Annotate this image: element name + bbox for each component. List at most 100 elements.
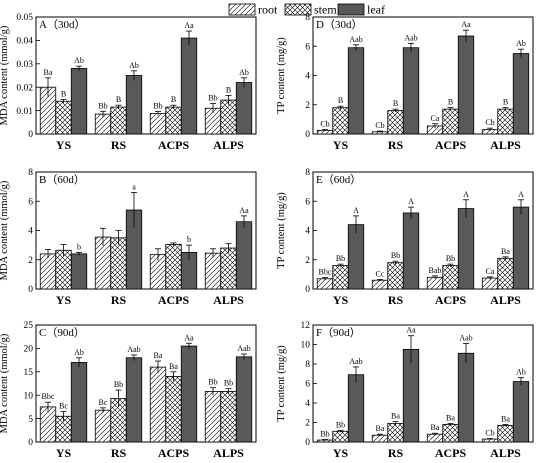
- x-category-label: YS: [56, 138, 72, 152]
- bar-stem: [442, 108, 459, 135]
- significance-label: Aa: [184, 333, 194, 342]
- y-axis-title: TP content (mg/g): [276, 192, 287, 269]
- bar-stem: [110, 237, 127, 290]
- bar-root: [371, 279, 389, 290]
- significance-label: Cb: [375, 121, 384, 130]
- x-category-label: YS: [333, 138, 349, 152]
- x-category-label: ALPS: [213, 446, 244, 460]
- y-tick-label: 10: [301, 341, 311, 351]
- bar-leaf: [70, 253, 88, 290]
- x-category-label: RS: [388, 293, 404, 307]
- y-tick-label: 12: [301, 321, 311, 331]
- significance-label: Ca: [431, 114, 440, 123]
- significance-label: Aab: [127, 345, 140, 354]
- bar-leaf: [235, 356, 253, 443]
- y-tick-label: 0: [305, 438, 310, 448]
- bar-leaf: [235, 82, 253, 135]
- bar-leaf: [125, 75, 143, 135]
- panel-c: 0 5 10 15 20 25 MDA content (mmol/g) C（90d） YS Bb…: [0, 321, 257, 460]
- significance-label: Aab: [349, 35, 362, 44]
- significance-label: Aa: [239, 206, 249, 215]
- significance-label: Bc: [99, 398, 108, 407]
- significance-label: Ab: [129, 61, 139, 70]
- bar-stem: [165, 376, 182, 443]
- bar-leaf: [347, 224, 365, 290]
- legend: root stem leaf: [228, 3, 385, 17]
- x-category-label: ALPS: [213, 293, 244, 307]
- bar-stem: [220, 391, 237, 443]
- bar-stem: [387, 423, 404, 443]
- y-tick-label: 0: [28, 438, 33, 448]
- significance-label: Bbc: [42, 392, 55, 401]
- y-tick-label: 2: [305, 419, 310, 429]
- y-tick-label: 0.05: [16, 13, 33, 23]
- bar-leaf: [180, 345, 198, 443]
- significance-label: Cc: [376, 269, 385, 278]
- significance-label: Bb: [224, 379, 233, 388]
- y-tick-label: 25: [24, 321, 34, 331]
- x-category-label: ALPS: [213, 138, 244, 152]
- y-tick-label: 6: [305, 197, 310, 207]
- significance-label: Bbc: [319, 268, 332, 277]
- y-tick-label: 2: [305, 101, 310, 111]
- significance-label: B: [226, 85, 231, 94]
- x-category-label: ACPS: [158, 293, 190, 307]
- y-tick-label: 4: [305, 399, 310, 409]
- bar-root: [426, 433, 444, 443]
- y-tick-label: 8: [305, 360, 310, 370]
- y-tick-label: 5: [28, 415, 33, 425]
- bar-root: [481, 277, 499, 290]
- significance-label: Bab: [429, 266, 442, 275]
- x-category-label: RS: [111, 446, 127, 460]
- bar-leaf: [180, 37, 198, 135]
- y-tick-label: 2: [305, 256, 310, 266]
- y-tick-label: 15: [24, 368, 34, 378]
- significance-label: B: [116, 95, 121, 104]
- panel-b: 0 2 4 6 8 MDA content (mmol/g) B（60d） YS b RS a ACP…: [0, 168, 257, 307]
- panel-title: B（60d）: [39, 173, 85, 186]
- bar-root: [149, 366, 167, 443]
- y-tick-label: 6: [28, 197, 33, 207]
- significance-label: Bb: [208, 94, 217, 103]
- y-tick-label: 6: [305, 380, 310, 390]
- significance-label: Aa: [461, 20, 471, 29]
- significance-label: b: [77, 242, 81, 251]
- bar-leaf: [235, 221, 253, 290]
- bar-leaf: [402, 212, 420, 290]
- x-category-label: ACPS: [158, 138, 190, 152]
- bar-stem: [442, 265, 459, 290]
- x-category-label: ACPS: [435, 293, 467, 307]
- y-tick-label: 6: [305, 42, 310, 52]
- significance-label: Bb: [391, 251, 400, 260]
- significance-label: Bb: [208, 378, 217, 387]
- bar-stem: [332, 430, 349, 443]
- significance-label: B: [171, 95, 176, 104]
- bar-leaf: [347, 374, 365, 443]
- y-tick-label: 2: [28, 256, 33, 266]
- panel-e: 0 2 4 6 8 TP content (mg/g) E（60d） YS Bbc Bb A RS Cc…: [276, 168, 534, 307]
- bar-leaf: [70, 362, 88, 443]
- significance-label: B: [448, 98, 453, 107]
- bar-root: [94, 113, 112, 135]
- bar-stem: [332, 265, 349, 290]
- significance-label: B: [61, 89, 66, 98]
- y-tick-label: 10: [24, 391, 34, 401]
- bar-stem: [442, 424, 459, 443]
- legend-swatch-leaf: [337, 3, 365, 16]
- significance-label: A: [518, 190, 524, 199]
- y-tick-label: 0: [28, 130, 33, 140]
- significance-label: Aab: [404, 33, 417, 42]
- bar-root: [204, 252, 222, 290]
- significance-label: B: [393, 99, 398, 108]
- y-axis-title: MDA content (mmol/g): [0, 180, 10, 280]
- y-axis-title: MDA content (mmol/g): [0, 25, 10, 125]
- significance-label: Cb: [485, 429, 494, 438]
- y-tick-label: 0.04: [16, 37, 33, 47]
- significance-label: A: [353, 206, 359, 215]
- significance-label: Cb: [485, 118, 494, 127]
- bar-leaf: [347, 47, 365, 135]
- chart-panels: 0 0.01 0.02 0.03 0.04 0.05 MDA content (mmol/g…: [0, 13, 534, 460]
- significance-label: Ba: [446, 413, 455, 422]
- y-axis-title: MDA content (mmol/g): [0, 333, 10, 433]
